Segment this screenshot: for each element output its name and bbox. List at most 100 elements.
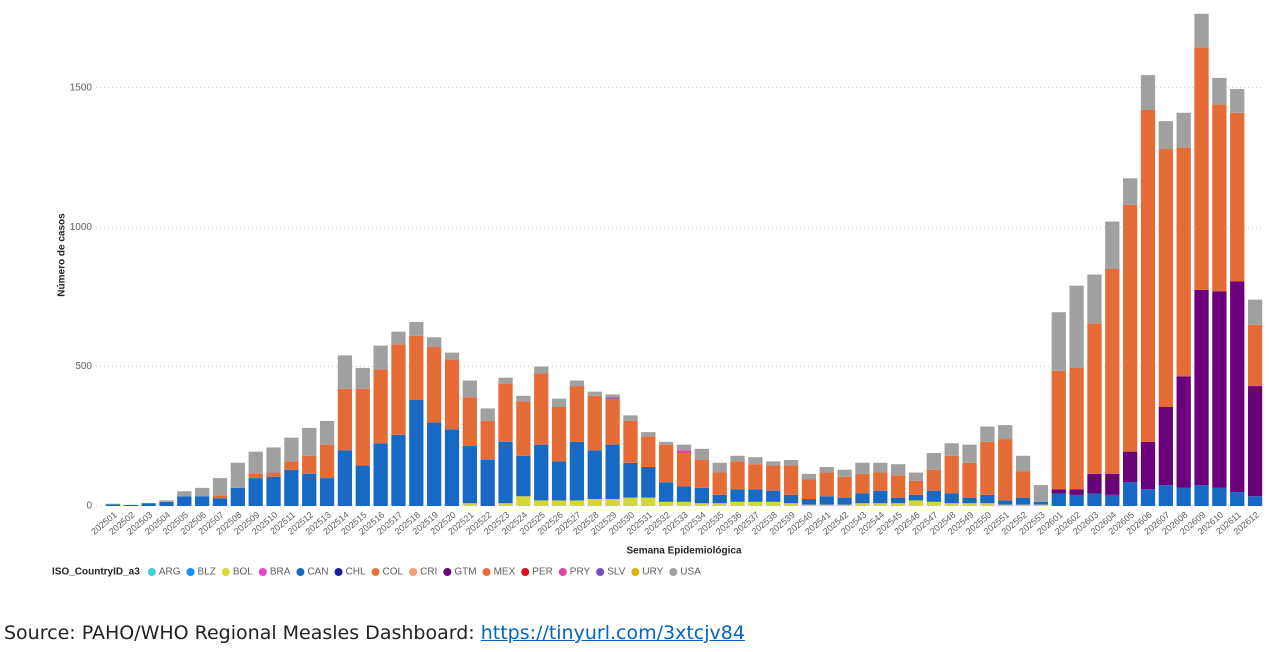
bar-segment — [944, 455, 959, 494]
legend-label: PRY — [570, 567, 591, 578]
bar-segment — [480, 408, 495, 421]
bar-segment — [1194, 13, 1209, 48]
bar-segment — [355, 388, 370, 466]
bar-segment — [1015, 471, 1031, 498]
legend-marker — [296, 568, 305, 576]
bar-segment — [998, 425, 1013, 440]
bar-segment — [1069, 367, 1084, 490]
chart: Número de casos Semana Epidemiológica 0 5… — [52, 13, 1264, 578]
bar-segment — [908, 472, 924, 481]
bar-segment — [623, 420, 638, 463]
bar-segment — [337, 450, 353, 506]
bar-segment — [1212, 104, 1227, 292]
bar-segment — [1230, 112, 1245, 282]
bar-segment — [908, 480, 924, 495]
legend-label: COL — [383, 567, 404, 578]
bar-segment — [1105, 221, 1120, 269]
bar-segment — [498, 377, 513, 384]
bar-segment — [498, 441, 513, 504]
bar-segment — [569, 386, 585, 442]
bar-segment — [873, 503, 888, 506]
bar-segment — [980, 494, 995, 504]
bar-segment — [373, 443, 388, 506]
bar-segment — [1194, 289, 1209, 486]
bar-segment — [569, 500, 585, 506]
bar-segment — [480, 459, 495, 506]
bar-segment — [1247, 324, 1263, 387]
bar-segment — [319, 444, 335, 479]
legend-label: ARG — [159, 567, 181, 578]
bar-segment — [1015, 455, 1031, 472]
bar-segment — [1087, 274, 1102, 324]
bar-segment — [855, 473, 870, 494]
bar-segment — [302, 427, 317, 456]
bar-segment — [641, 432, 656, 437]
bar-segment — [605, 398, 620, 445]
bar-segment — [462, 446, 477, 504]
legend-marker — [221, 568, 230, 576]
bar-segment — [819, 504, 834, 506]
legend-marker — [558, 568, 567, 576]
bar-segment — [623, 462, 638, 498]
bar-segment — [1105, 268, 1120, 474]
bar-segment — [694, 448, 709, 460]
legend-label: BOL — [233, 567, 253, 578]
bar-segment — [837, 497, 852, 505]
bar-segment — [873, 462, 888, 473]
bar-segment — [873, 490, 888, 504]
legend-label: PER — [532, 567, 553, 578]
bar-segment — [319, 420, 335, 445]
bar-segment — [1123, 451, 1138, 483]
legend-label: URY — [642, 567, 663, 578]
bar-segment — [177, 491, 192, 497]
bar-segment — [1051, 370, 1066, 490]
bar-segment — [783, 459, 799, 466]
bar-segment — [444, 352, 460, 360]
bar-segment — [641, 497, 656, 506]
bar-segment — [1158, 485, 1173, 506]
bar-segment — [676, 444, 692, 451]
bar-segment — [944, 493, 959, 504]
bar-segment — [659, 501, 674, 506]
bar-segment — [1105, 494, 1120, 506]
bar-segment — [694, 487, 709, 504]
bar-segment — [1033, 504, 1049, 506]
bar-segment — [1123, 482, 1138, 506]
bar-segment — [587, 395, 602, 451]
bar-segment — [605, 394, 620, 398]
bar-segment — [587, 391, 602, 396]
bar-segment — [980, 426, 995, 442]
legend-marker — [631, 568, 640, 576]
bar-segment — [1212, 487, 1227, 506]
bar-segment — [462, 503, 477, 506]
source-text: Source: PAHO/WHO Regional Measles Dashbo… — [4, 622, 481, 644]
bar-segment — [748, 489, 763, 502]
bar-segment — [605, 444, 620, 500]
legend-label: CHL — [346, 567, 366, 578]
bar-segment — [1158, 121, 1173, 150]
bar-segment — [783, 503, 799, 506]
y-tick-label: 0 — [86, 501, 92, 512]
bar-segment — [659, 444, 674, 483]
bar-segment — [837, 504, 852, 506]
bar-segment — [1230, 281, 1245, 493]
bar-segment — [659, 441, 674, 445]
y-tick-label: 1000 — [70, 222, 93, 233]
bar-segment — [498, 383, 513, 442]
bar-segment — [998, 504, 1013, 506]
bar-segment — [159, 501, 174, 506]
legend-marker — [443, 568, 452, 576]
bar-segment — [266, 476, 281, 506]
source-link[interactable]: https://tinyurl.com/3xtcjv84 — [480, 622, 745, 644]
bar-segment — [1015, 497, 1031, 505]
bar-segment — [801, 473, 817, 480]
bar-segment — [730, 489, 745, 502]
bar-segment — [1247, 496, 1263, 506]
bar-segment — [944, 503, 959, 506]
bar-segment — [891, 464, 906, 476]
bar-segment — [391, 434, 406, 506]
bar-segment — [141, 503, 156, 506]
bar-segment — [766, 490, 781, 502]
bar-segment — [801, 499, 817, 505]
bar-segment — [801, 504, 817, 506]
